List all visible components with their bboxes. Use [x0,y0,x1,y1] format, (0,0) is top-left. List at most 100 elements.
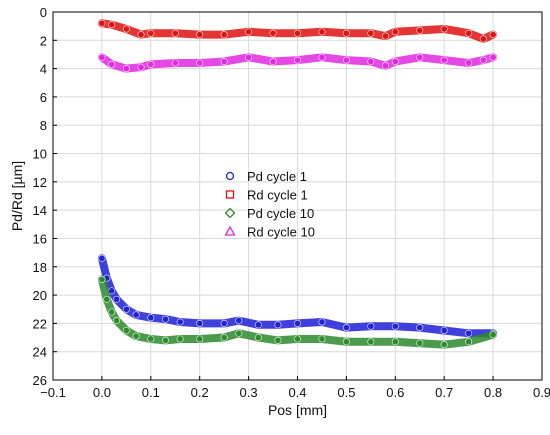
data-point [196,335,204,343]
data-point [122,305,130,313]
data-point [220,31,228,39]
data-point [245,28,253,36]
legend-label: Pd cycle 10 [247,206,314,221]
data-point [293,319,301,327]
data-point [137,63,145,71]
data-point [342,29,350,37]
data-point [440,326,448,334]
data-point [235,317,243,325]
data-point [367,338,375,346]
legend-marker-square [225,190,235,199]
x-tick-label: 0.6 [386,385,404,400]
data-point [171,59,179,67]
data-point [254,321,262,329]
legend-label: Rd cycle 10 [247,225,315,240]
data-point [293,56,301,64]
y-tick-label: 20 [33,288,47,303]
x-tick-label: 0.8 [484,385,502,400]
data-point [98,254,106,262]
y-tick-label: 14 [33,203,47,218]
data-point [220,58,228,66]
data-point [122,25,130,33]
data-point [103,295,111,303]
series-4 [97,53,498,73]
data-point [113,317,121,325]
data-point [176,318,184,326]
data-point [391,58,399,66]
x-tick-label: 0.4 [288,385,306,400]
data-point [147,60,155,68]
data-point [161,315,169,323]
data-point [465,59,473,67]
data-point [465,338,473,346]
data-point [196,59,204,67]
data-point [269,58,277,66]
data-point [382,62,390,70]
data-point [108,308,116,316]
x-tick-label: 0.3 [240,385,258,400]
data-point [293,335,301,343]
series-3 [97,275,498,349]
data-point [440,341,448,349]
y-tick-label: 8 [40,118,47,133]
data-point [416,26,424,34]
data-point [220,319,228,327]
data-point [98,53,106,61]
y-tick-label: 16 [33,231,47,246]
data-point [489,31,497,39]
data-point [196,31,204,39]
data-point [479,56,487,64]
data-point [132,332,140,340]
data-point [416,339,424,347]
data-point [108,60,116,68]
data-point [367,58,375,66]
y-tick-label: 26 [33,373,47,388]
data-point [489,53,497,61]
data-point [489,331,497,339]
data-point [318,318,326,326]
y-tick-label: 6 [40,90,47,105]
y-tick-label: 2 [40,33,47,48]
data-point [176,335,184,343]
x-tick-label: −0.1 [40,385,66,400]
data-point [147,335,155,343]
data-point [293,29,301,37]
data-point [342,338,350,346]
legend-label: Pd cycle 1 [247,169,307,184]
x-tick-label: 0.1 [142,385,160,400]
legend-marker-diamond [224,207,236,219]
data-point [440,56,448,64]
y-tick-label: 12 [33,175,47,190]
legend: Pd cycle 1 Rd cycle 1 Pd cycle 10 Rd cycle … [224,169,315,240]
data-point [367,322,375,330]
data-point [367,29,375,37]
data-point [479,35,487,43]
data-point [269,29,277,37]
x-axis-title: Pos [mm] [268,402,327,418]
series-2 [97,19,498,43]
data-point [391,28,399,36]
data-point [108,21,116,29]
legend-marker-triangle [224,225,236,236]
legend-marker-circle [225,171,235,181]
data-point [318,335,326,343]
axis-ticks: −0.1 0.0 0.1 0.2 0.3 0.4 0.5 0.6 0.7 0.8 0.9024681… [33,5,550,400]
data-point [113,295,121,303]
x-tick-label: 0.5 [337,385,355,400]
y-tick-label: 0 [40,5,47,20]
series-1 [97,254,498,338]
data-point [196,319,204,327]
legend-label: Rd cycle 1 [247,188,308,203]
y-tick-label: 22 [33,316,47,331]
data-point [245,53,253,61]
x-tick-label: 0.0 [93,385,111,400]
data-point [342,56,350,64]
data-point [235,329,243,337]
y-axis-title: Pd/Rd [µm] [9,161,25,231]
data-point [122,65,130,73]
data-point [147,314,155,322]
data-point [382,32,390,40]
series-layer [97,19,498,349]
data-point [318,53,326,61]
x-tick-label: 0.9 [533,385,550,400]
